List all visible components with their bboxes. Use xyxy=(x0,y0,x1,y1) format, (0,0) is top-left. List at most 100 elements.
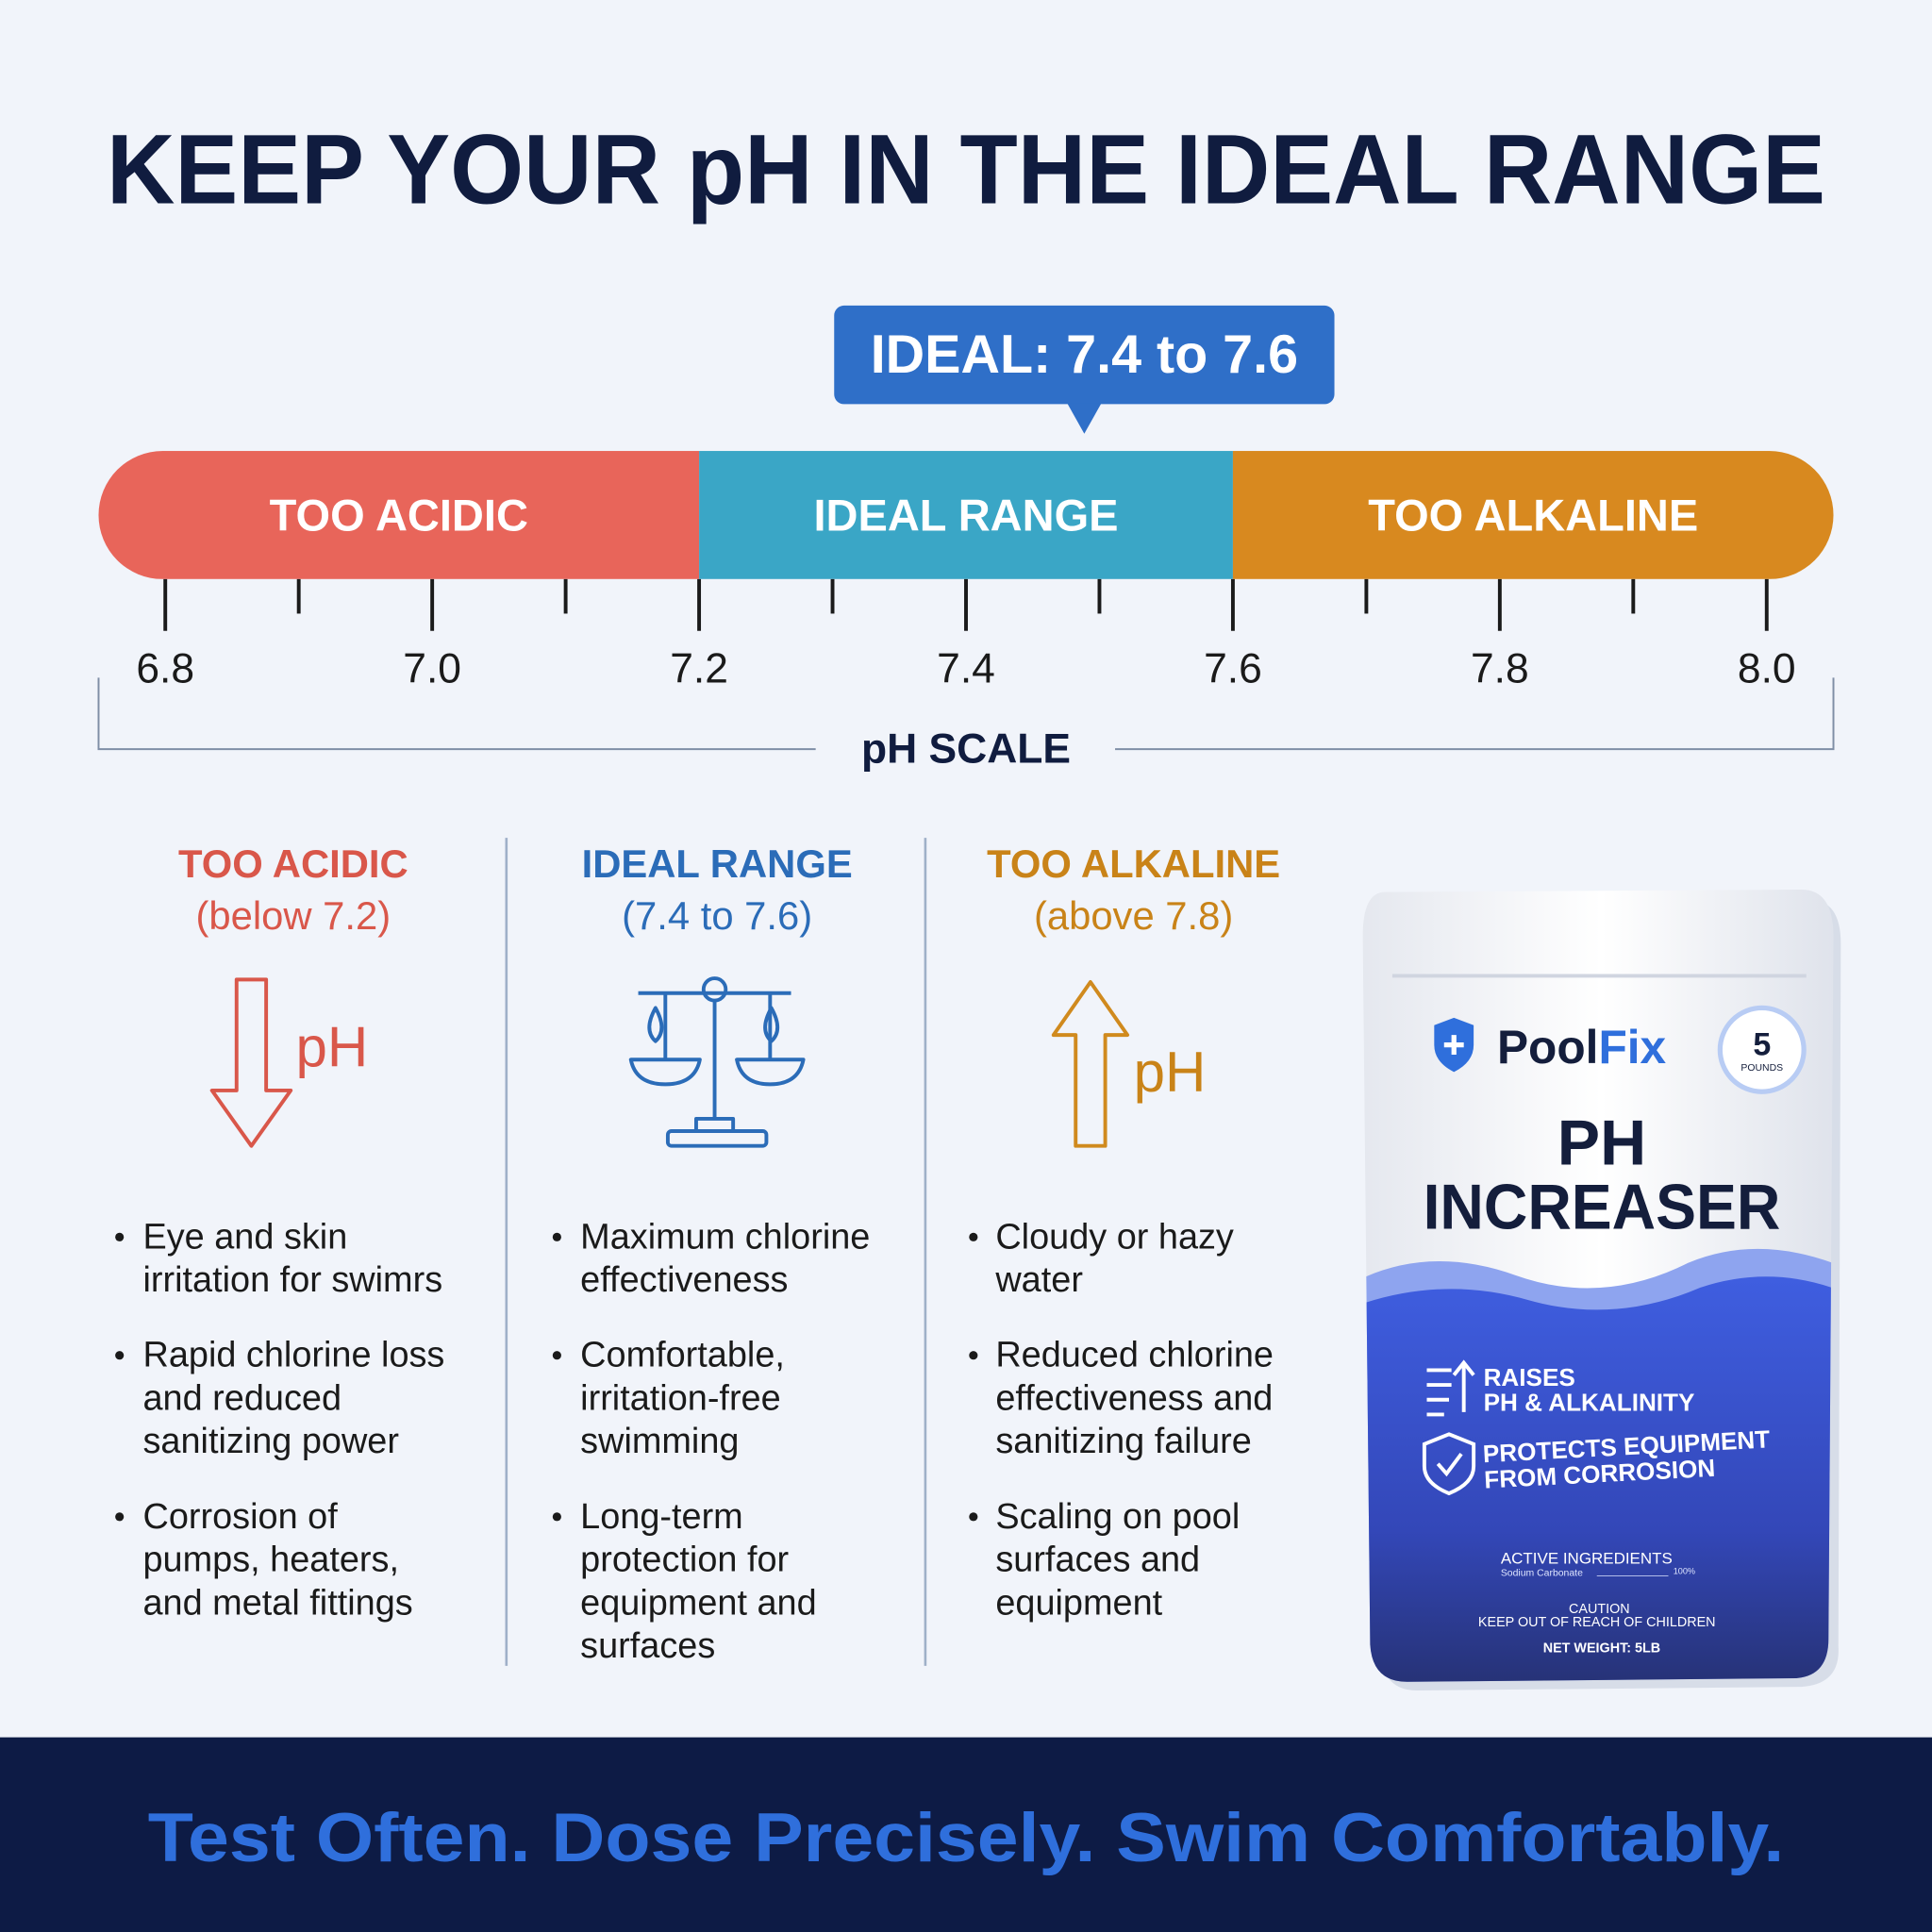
bullet-text: Comfortable, xyxy=(580,1336,785,1375)
ingredient-percent: 100% xyxy=(1674,1566,1695,1575)
raise-icon xyxy=(1426,1359,1475,1417)
bullet-dot xyxy=(115,1232,125,1241)
feature: PH & ALKALINITY xyxy=(1484,1388,1695,1416)
bullet-dot xyxy=(969,1512,978,1522)
ph-scale: TOO ACIDIC IDEAL RANGE TOO ALKALINE 6.8 7.0 7… xyxy=(97,451,1835,773)
callout-pointer xyxy=(1067,403,1102,434)
feature: RAISES xyxy=(1484,1363,1575,1391)
footer-band xyxy=(0,1737,1932,1932)
bullet-text: Scaling on pool xyxy=(995,1497,1240,1537)
caution: CAUTION xyxy=(1569,1602,1630,1617)
range-segment xyxy=(1232,451,1834,579)
bullet-text: sanitizing power xyxy=(143,1422,399,1461)
bullet-text: water xyxy=(994,1260,1083,1300)
range-bar xyxy=(98,451,1834,579)
bullet-text: irritation-free xyxy=(580,1378,781,1418)
bullet-text: surfaces and xyxy=(995,1541,1200,1580)
bullet-text: Maximum chlorine xyxy=(580,1217,870,1257)
x-tick-label: 7.2 xyxy=(670,646,728,692)
segment-label: TOO ACIDIC xyxy=(270,490,528,540)
bullet-text: irritation for swimrs xyxy=(143,1260,443,1300)
bullet-text: Rapid chlorine loss xyxy=(143,1336,445,1375)
bullet-dot xyxy=(552,1232,561,1241)
bullet-text: sanitizing failure xyxy=(995,1422,1251,1461)
bullet-text: Cloudy or hazy xyxy=(995,1217,1234,1257)
badge xyxy=(1717,1005,1807,1094)
bullet-dot xyxy=(969,1351,978,1360)
column-title: TOO ACIDIC xyxy=(178,841,408,886)
scale-bracket xyxy=(97,677,1835,751)
column-subtitle: (above 7.8) xyxy=(1034,893,1233,938)
x-tick-label: 6.8 xyxy=(136,646,194,692)
footer-text: Test Often. Dose Precisely. Swim Comfort… xyxy=(148,1800,1785,1876)
drop xyxy=(647,1006,664,1043)
bullet-dot xyxy=(115,1512,125,1522)
drop xyxy=(763,1006,780,1043)
callout-text: IDEAL: 7.4 to 7.6 xyxy=(871,325,1298,385)
column: TOO ALKALINE (above 7.8) pH Cloudy or hazyw… xyxy=(969,841,1280,1623)
arrow-up xyxy=(1051,980,1130,1148)
arrow-down xyxy=(209,977,293,1148)
column-title: IDEAL RANGE xyxy=(582,841,853,886)
x-tick-label: 7.0 xyxy=(403,646,461,692)
icon-label: pH xyxy=(1134,1041,1207,1104)
product: PoolFix 5 POUNDS PH INCREASER RAISES PH … xyxy=(1362,890,1841,1690)
bullet-text: equipment xyxy=(995,1583,1162,1623)
bullet-text: swimming xyxy=(580,1422,739,1461)
bullet-dot xyxy=(552,1351,561,1360)
column: TOO ACIDIC (below 7.2) pH Eye and skinirrit… xyxy=(115,841,444,1623)
bullet-text: and metal fittings xyxy=(143,1583,413,1623)
bullet-text: effectiveness xyxy=(580,1260,788,1300)
icon-label: pH xyxy=(295,1016,368,1079)
shield-cross xyxy=(1443,1035,1464,1056)
x-tick-label: 7.6 xyxy=(1204,646,1262,692)
brand-pool: Pool xyxy=(1497,1021,1599,1074)
balance-pan xyxy=(628,1058,702,1087)
bullet-dot xyxy=(115,1351,125,1360)
dividers xyxy=(505,838,927,1666)
column: IDEAL RANGE(7.4 to 7.6)Maximum chlorinee… xyxy=(552,841,870,1666)
x-tick-label: 7.4 xyxy=(937,646,995,692)
bullet-dot xyxy=(552,1512,561,1522)
bullet-dot xyxy=(969,1232,978,1241)
title: KEEP YOUR pH IN THE IDEAL RANGE xyxy=(107,115,1825,225)
range-segment xyxy=(699,451,1233,579)
ingredient: Sodium Carbonate xyxy=(1501,1568,1583,1578)
product-name: INCREASER xyxy=(1424,1173,1781,1243)
bullet-text: equipment and xyxy=(580,1583,817,1623)
icon-balance xyxy=(628,976,806,1148)
bullet-text: pumps, heaters, xyxy=(143,1541,399,1580)
bullet-text: protection for xyxy=(580,1541,789,1580)
badge-number: 5 xyxy=(1753,1027,1771,1063)
balance-base xyxy=(665,1129,769,1148)
bullet-text: Eye and skin xyxy=(143,1217,348,1257)
warning: KEEP OUT OF REACH OF CHILDREN xyxy=(1478,1615,1716,1630)
column-title: TOO ALKALINE xyxy=(987,841,1280,886)
callout-box xyxy=(834,305,1335,405)
range-segment xyxy=(98,451,700,579)
segment-label: IDEAL RANGE xyxy=(813,490,1118,540)
column-subtitle: (below 7.2) xyxy=(196,893,391,938)
bullet-text: Corrosion of xyxy=(143,1497,339,1537)
segment-label: TOO ALKALINE xyxy=(1368,490,1698,540)
bullet-text: effectiveness and xyxy=(995,1378,1273,1418)
balance-pan xyxy=(735,1058,806,1087)
x-tick-label: 8.0 xyxy=(1738,646,1796,692)
brand-fix: Fix xyxy=(1598,1021,1666,1074)
bullet-text: Reduced chlorine xyxy=(995,1336,1274,1375)
x-tick-label: 7.8 xyxy=(1471,646,1529,692)
bullet-text: and reduced xyxy=(143,1378,342,1418)
icon-down-arrow xyxy=(209,977,293,1148)
icon-up-arrow xyxy=(1051,980,1130,1148)
product-name: PH xyxy=(1557,1108,1646,1179)
column-subtitle: (7.4 to 7.6) xyxy=(622,893,812,938)
callout: IDEAL: 7.4 to 7.6 xyxy=(834,305,1335,434)
ingredients-title: ACTIVE INGREDIENTS xyxy=(1501,1550,1673,1568)
brand: PoolFix xyxy=(1497,1021,1667,1074)
net-weight: NET WEIGHT: 5LB xyxy=(1543,1641,1660,1657)
badge-unit: POUNDS xyxy=(1740,1063,1783,1074)
protect-icon xyxy=(1422,1432,1476,1496)
